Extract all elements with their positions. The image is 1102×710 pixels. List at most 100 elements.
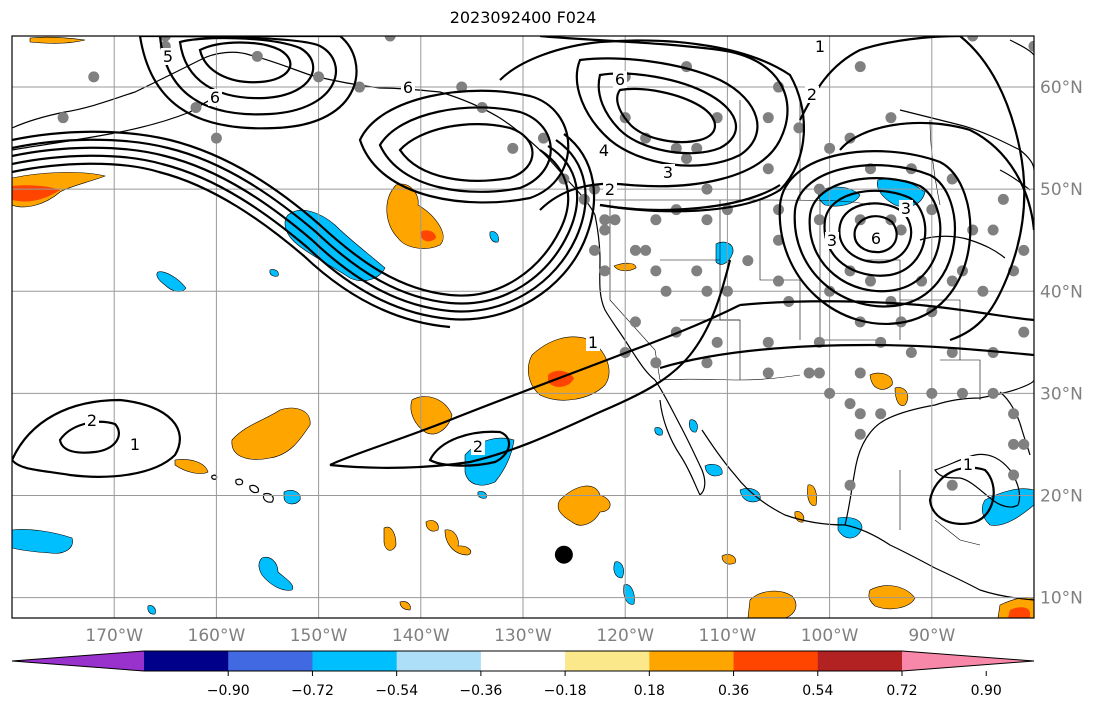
- contour-line: [928, 466, 995, 526]
- station-dot: [875, 408, 887, 420]
- contour-value-label: 6: [403, 78, 413, 97]
- station-dot: [1008, 469, 1020, 481]
- positive-anomaly-region: [527, 336, 610, 401]
- colorbar-tick-label: 0.54: [802, 683, 833, 699]
- contour-line: [398, 123, 534, 182]
- negative-anomaly-region: [269, 269, 279, 277]
- contour-line: [158, 36, 337, 116]
- contour-value-label: 1: [963, 455, 973, 474]
- station-dot: [956, 387, 968, 399]
- negative-anomaly-region: [689, 419, 698, 433]
- station-dot: [854, 214, 866, 226]
- station-dot: [353, 81, 365, 93]
- station-dot: [997, 193, 1009, 205]
- contour-value-label: 3: [827, 231, 837, 250]
- station-dot: [773, 275, 784, 287]
- storm-position-marker: [554, 545, 573, 564]
- colorbar-tick-label: −0.72: [291, 683, 334, 699]
- station-dot: [987, 224, 999, 236]
- contour-line: [12, 130, 570, 297]
- station-dot: [926, 387, 938, 399]
- station-dot: [824, 285, 836, 297]
- station-dot: [762, 336, 774, 348]
- station-dot: [456, 81, 468, 93]
- coastlines: [12, 39, 1034, 601]
- longitude-label: 140°W: [392, 626, 450, 646]
- longitude-label: 150°W: [290, 626, 348, 646]
- contour-value-label: 3: [901, 199, 911, 218]
- station-dot: [1039, 357, 1050, 368]
- contour-value-label: 2: [473, 437, 483, 456]
- contour-value-label: 5: [163, 47, 173, 66]
- contour-value-label: 6: [615, 70, 625, 89]
- negative-anomaly-region: [623, 584, 635, 605]
- longitude-labels: 170°W 160°W 150°W 140°W 130°W 120°W 110°W 100°W…: [85, 626, 955, 646]
- contour-value-label: 2: [605, 180, 615, 199]
- station-dot: [578, 193, 590, 205]
- colorbar-segment: [228, 651, 313, 671]
- negative-anomaly-region: [283, 490, 301, 505]
- latitude-label: 60°N: [1040, 78, 1083, 98]
- station-dot: [599, 214, 611, 226]
- longitude-label: 90°W: [908, 626, 955, 646]
- contour-line: [138, 36, 358, 130]
- contour-line: [12, 162, 451, 329]
- contour-label-background: [208, 89, 222, 106]
- negative-anomaly-region: [654, 427, 663, 436]
- station-dot: [701, 285, 713, 297]
- negative-anomaly-region: [837, 517, 863, 539]
- station-dot: [251, 50, 263, 62]
- station-dot: [629, 244, 641, 256]
- longitude-label: 100°W: [801, 626, 859, 646]
- station-dot: [854, 61, 866, 73]
- station-dot: [629, 316, 641, 328]
- contour-label-background: [613, 71, 627, 88]
- station-dot: [854, 428, 866, 440]
- contour-label-background: [813, 38, 827, 55]
- station-dot: [660, 285, 672, 297]
- negative-anomaly-region: [258, 557, 294, 591]
- contour-value-label: 2: [807, 85, 817, 104]
- colorbar-segment: [565, 651, 650, 671]
- station-dot: [670, 142, 682, 154]
- station-markers: [57, 36, 1050, 491]
- colorbar-segment: [480, 651, 566, 671]
- contour-line: [198, 41, 292, 84]
- station-dot: [599, 224, 611, 236]
- station-dot: [905, 347, 917, 359]
- station-dot: [987, 347, 999, 359]
- contour-label-background: [161, 48, 175, 65]
- positive-anomaly-strong: [420, 230, 436, 242]
- station-dot: [813, 367, 825, 379]
- station-dot: [926, 204, 938, 216]
- station-dot: [1008, 408, 1020, 420]
- contour-line: [739, 300, 1034, 322]
- station-dot: [721, 204, 733, 216]
- station-dot: [844, 132, 856, 144]
- station-dot: [1039, 41, 1050, 52]
- contour-value-label: 3: [663, 163, 673, 182]
- station-dot: [773, 204, 784, 216]
- station-dot: [650, 265, 662, 277]
- station-dot: [640, 244, 652, 256]
- positive-anomaly-region: [869, 372, 893, 390]
- contour-line: [597, 72, 738, 155]
- negative-anomaly-region: [147, 605, 156, 615]
- contour-value-label: 6: [210, 88, 220, 107]
- contour-line: [949, 36, 1026, 342]
- contour-line: [358, 89, 570, 204]
- station-dot: [599, 265, 611, 277]
- colorbar-tick-label: −0.90: [207, 683, 250, 699]
- contour-label-background: [471, 438, 485, 455]
- station-dot: [987, 387, 999, 399]
- station-dot: [824, 142, 836, 154]
- station-dot: [1018, 438, 1030, 450]
- station-dot: [946, 347, 958, 359]
- station-dot: [813, 183, 825, 195]
- colorbar-tick-label: 0.72: [886, 683, 917, 699]
- station-dot: [609, 214, 621, 226]
- latitude-label: 50°N: [1040, 180, 1083, 200]
- contour-label-background: [869, 230, 883, 247]
- station-dot: [507, 142, 519, 154]
